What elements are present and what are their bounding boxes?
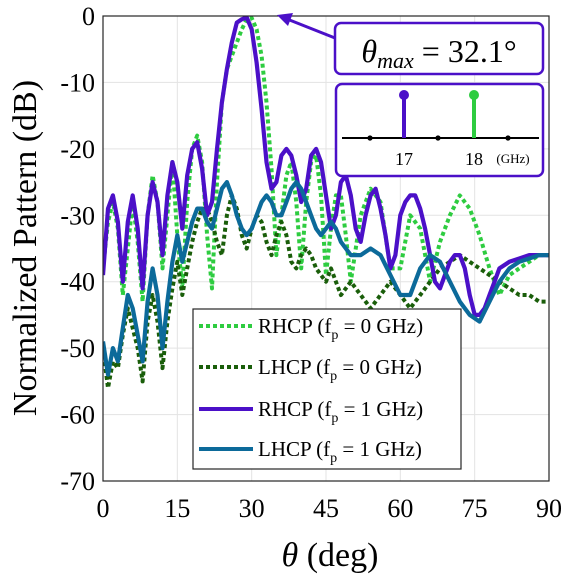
inset-dot <box>505 135 511 141</box>
legend-label: RHCP (fp = 1 GHz) <box>258 397 423 426</box>
legend-label-end: = 1 GHz) <box>337 437 422 461</box>
frequency-inset: 17 18 (GHz) <box>334 82 545 178</box>
x-tick-label: 30 <box>239 494 265 523</box>
series-line-lhcp-f-p-1-ghz <box>103 180 549 377</box>
inset-dot <box>367 135 373 141</box>
y-axis-label: Normalized Pattern (dB) <box>7 80 44 416</box>
y-tick-label: -20 <box>60 135 95 164</box>
legend-label-main: RHCP (f <box>258 397 331 421</box>
y-tick-label: -60 <box>60 401 95 430</box>
legend-label: RHCP (fp = 0 GHz) <box>258 314 423 343</box>
x-tick-label: 75 <box>462 494 488 523</box>
legend-label-sub: p <box>330 369 337 384</box>
legend-label-end: = 1 GHz) <box>338 397 423 421</box>
legend-label-main: LHCP (f <box>258 437 330 461</box>
inset-label-18: 18 <box>465 149 483 169</box>
legend-label-main: RHCP (f <box>258 314 331 338</box>
x-tick-label: 90 <box>536 494 562 523</box>
annotation-subscript: max <box>377 48 414 73</box>
tick-labels: 0 15 30 45 60 75 90 0 -10 -20 -30 -40 -50 -60 -70 <box>60 2 562 523</box>
legend-label-sub: p <box>331 411 338 426</box>
legend-box <box>192 308 462 470</box>
x-axis-label-unit: (deg) <box>298 537 378 574</box>
y-tick-label: -30 <box>60 201 95 230</box>
series-line-rhcp-f-p-1-ghz <box>103 16 549 317</box>
x-tick-label: 0 <box>97 494 110 523</box>
inset-box <box>334 82 545 178</box>
x-axis-label-symbol: θ <box>282 537 299 574</box>
series-layer <box>103 16 549 390</box>
annotation-value: = 32.1° <box>414 33 517 69</box>
x-tick-label: 45 <box>313 494 339 523</box>
y-tick-label: -70 <box>60 467 95 496</box>
peak-annotation: θmax = 32.1° <box>277 13 545 76</box>
y-tick-label: -40 <box>60 268 95 297</box>
inset-label-17: 17 <box>395 149 413 169</box>
legend-entries: RHCP (fp = 0 GHz)LHCP (fp = 0 GHz)RHCP (… <box>199 314 423 466</box>
x-tick-label: 60 <box>387 494 413 523</box>
annotation-theta: θ <box>361 33 377 69</box>
legend-label: LHCP (fp = 1 GHz) <box>258 437 422 466</box>
annotation-text: θmax = 32.1° <box>361 33 516 73</box>
annotation-box <box>333 21 545 76</box>
legend-label: LHCP (fp = 0 GHz) <box>258 355 422 384</box>
legend-label-sub: p <box>331 328 338 343</box>
inset-stem-17-head <box>399 90 409 100</box>
legend-label-sub: p <box>330 451 337 466</box>
legend-label-end: = 0 GHz) <box>338 314 423 338</box>
inset-stem-18-head <box>469 90 479 100</box>
x-tick-label: 15 <box>164 494 190 523</box>
y-tick-label: -10 <box>60 68 95 97</box>
inset-dot <box>435 135 441 141</box>
legend-label-main: LHCP (f <box>258 355 330 379</box>
y-tick-label: 0 <box>82 2 95 31</box>
legend-label-end: = 0 GHz) <box>337 355 422 379</box>
x-axis-label: θ (deg) <box>282 537 379 574</box>
legend: RHCP (fp = 0 GHz)LHCP (fp = 0 GHz)RHCP (… <box>192 308 462 470</box>
annotation-arrow-line <box>286 17 336 40</box>
annotation-arrowhead <box>277 13 293 26</box>
y-tick-label: -50 <box>60 334 95 363</box>
plot-frame <box>102 15 550 482</box>
inset-unit-label: (GHz) <box>496 151 529 166</box>
